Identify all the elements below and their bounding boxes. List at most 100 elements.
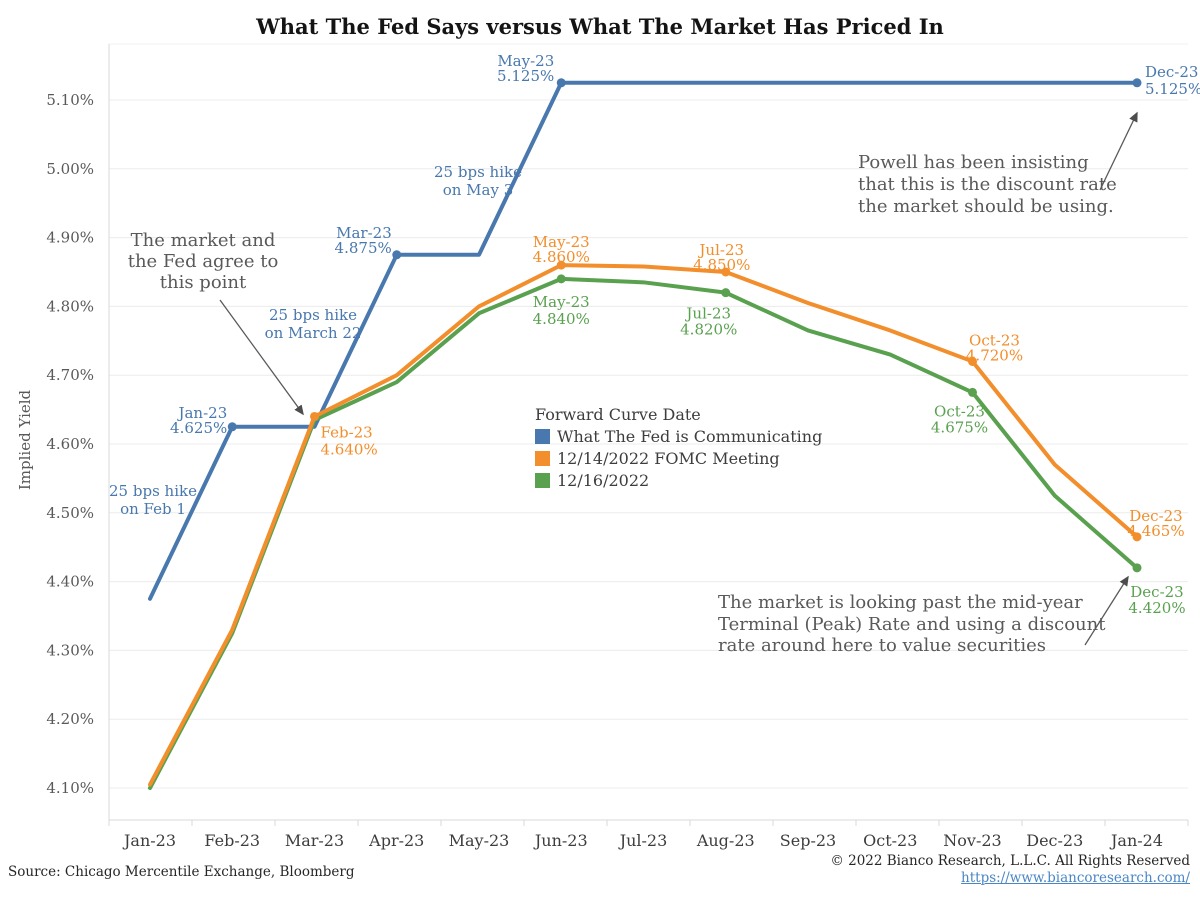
- point-label: Dec-23: [1130, 583, 1183, 601]
- point-label: Jul-23: [697, 241, 744, 259]
- y-tick-label: 4.60%: [46, 435, 94, 453]
- x-tick-label: Jun-23: [533, 831, 588, 850]
- point-label: May-23: [533, 293, 590, 311]
- data-point: [1132, 78, 1142, 88]
- point-label: 4.675%: [931, 418, 988, 436]
- point-label: May-23: [497, 52, 554, 70]
- hike-label: on March 22: [265, 324, 362, 342]
- annotation-text: Powell has been insisting: [858, 152, 1089, 173]
- point-label: 5.125%: [497, 67, 554, 85]
- y-tick-label: 4.90%: [46, 229, 94, 247]
- point-label: 4.860%: [533, 248, 590, 266]
- data-point: [556, 274, 566, 284]
- point-label: 4.465%: [1127, 522, 1184, 540]
- y-tick-label: 4.10%: [46, 779, 94, 797]
- axis-labels: 5.10% 5.00% 4.90% 4.80% 4.70% 4.60% 4.50% 4.40%…: [16, 91, 1163, 850]
- legend-item-fomc: 12/14/2022 FOMC Meeting: [535, 449, 822, 468]
- y-tick-label: 5.10%: [46, 91, 94, 109]
- y-tick-label: 4.40%: [46, 573, 94, 591]
- x-tick-label: Jan-24: [1109, 831, 1163, 850]
- point-label: 4.720%: [966, 346, 1023, 364]
- annotation-arrow: [1099, 111, 1138, 191]
- point-label: 4.820%: [680, 321, 737, 339]
- data-point: [721, 267, 731, 277]
- data-point: [721, 288, 731, 298]
- x-tick-label: Jan-23: [122, 831, 176, 850]
- annotation-arrow: [1084, 575, 1129, 646]
- data-point: [1132, 563, 1142, 573]
- hike-label: 25 bps hike: [109, 482, 197, 500]
- point-label: Dec-23: [1145, 63, 1198, 81]
- annotation-text: that this is the discount rate: [858, 174, 1117, 195]
- legend-swatch-orange: [535, 451, 550, 466]
- annotation-arrow: [219, 299, 304, 416]
- data-point: [968, 356, 977, 366]
- point-label: 4.625%: [170, 419, 227, 437]
- annotation-text: this point: [160, 272, 247, 293]
- y-tick-label: 4.50%: [46, 504, 94, 522]
- data-point: [227, 422, 237, 432]
- annotation-text: The market is looking past the mid-year: [718, 592, 1083, 613]
- legend-swatch-blue: [535, 429, 550, 444]
- data-point: [556, 78, 566, 88]
- annotation-text: Terminal (Peak) Rate and using a discoun…: [718, 614, 1106, 635]
- series-line: [148, 80, 1139, 601]
- point-label: Oct-23: [969, 331, 1020, 349]
- data-point: [310, 411, 319, 421]
- series-0: [148, 78, 1142, 601]
- point-label: 4.850%: [693, 256, 750, 274]
- legend-item-fed: What The Fed is Communicating: [535, 427, 822, 446]
- source-note: Source: Chicago Mercentile Exchange, Blo…: [8, 864, 355, 880]
- y-tick-label: 5.00%: [46, 160, 94, 178]
- x-tick-label: Aug-23: [696, 831, 755, 850]
- point-label: Jan-23: [176, 404, 227, 422]
- x-tick-label: Sep-23: [780, 831, 836, 850]
- data-point: [1132, 532, 1142, 542]
- y-axis-title: Implied Yield: [16, 389, 34, 490]
- x-tick-label: Feb-23: [204, 831, 260, 850]
- series-1: [148, 260, 1142, 787]
- y-tick-label: 4.30%: [46, 641, 94, 659]
- annotation-text: the Fed agree to: [128, 251, 279, 272]
- hike-label: on May 3: [443, 181, 514, 199]
- legend-label-date: 12/16/2022: [557, 471, 650, 490]
- bianco-link[interactable]: https://www.biancoresearch.com/: [961, 870, 1190, 886]
- annotation-text: the market should be using.: [858, 196, 1114, 217]
- x-tick-label: Jul-23: [618, 831, 668, 850]
- point-label: 4.640%: [321, 440, 378, 458]
- legend-swatch-green: [535, 473, 550, 488]
- legend-label-fed: What The Fed is Communicating: [557, 427, 823, 446]
- point-labels: Jan-234.625%Mar-234.875%May-235.125% Dec-…: [170, 52, 1200, 617]
- point-label: May-23: [533, 233, 590, 251]
- legend: Forward Curve Date What The Fed is Commu…: [535, 405, 822, 493]
- legend-label-fomc: 12/14/2022 FOMC Meeting: [557, 449, 780, 468]
- hike-label: 25 bps hike: [269, 306, 357, 324]
- x-tick-label: Mar-23: [285, 831, 344, 850]
- gridlines: [109, 43, 1188, 789]
- hike-label: 25 bps hike: [434, 163, 522, 181]
- hike-label: on Feb 1: [120, 500, 186, 518]
- x-tick-label: Nov-23: [943, 831, 1001, 850]
- annotation-text: The market and: [131, 230, 276, 251]
- point-label: 4.420%: [1128, 599, 1185, 617]
- point-label: Feb-23: [321, 423, 373, 441]
- copyright-text: © 2022 Bianco Research, L.L.C. All Right…: [830, 853, 1190, 869]
- x-tick-label: Dec-23: [1026, 831, 1083, 850]
- y-tick-label: 4.70%: [46, 366, 94, 384]
- point-label: 4.840%: [533, 310, 590, 328]
- annotation-text: rate around here to value securities: [718, 635, 1046, 656]
- y-tick-label: 4.20%: [46, 710, 94, 728]
- x-tick-label: May-23: [449, 831, 510, 850]
- x-tick-label: Apr-23: [368, 831, 424, 850]
- point-label: 5.125%: [1145, 80, 1200, 98]
- data-point: [556, 260, 566, 270]
- chart-title: What The Fed Says versus What The Market…: [256, 14, 944, 39]
- data-point: [392, 250, 402, 260]
- y-tick-label: 4.80%: [46, 297, 94, 315]
- point-label: Dec-23: [1129, 507, 1182, 525]
- point-label: Mar-23: [336, 224, 392, 242]
- point-label: Jul-23: [684, 305, 731, 323]
